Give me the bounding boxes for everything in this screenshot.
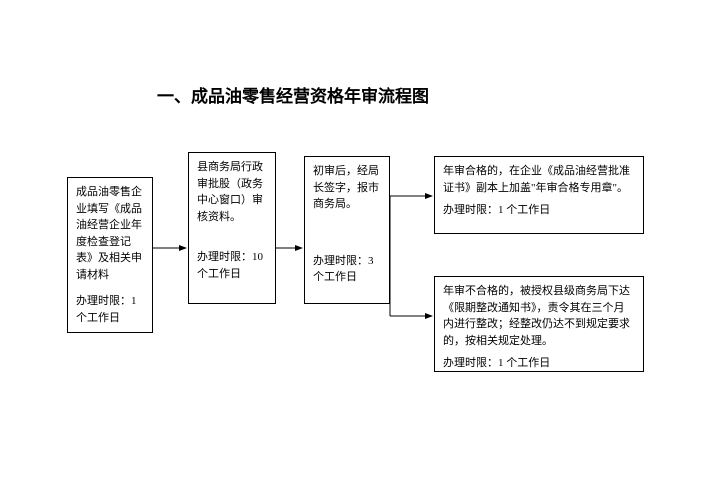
flow-box-4-pass: 年审合格的，在企业《成品油经营批准证书》副本上加盖"年审合格专用章"。 办理时限… — [434, 156, 644, 234]
flow-box-2: 县商务局行政审批股（政务中心窗口）审核资料。 办理时限：10 个工作日 — [188, 152, 276, 304]
flow-box-2-deadline: 办理时限：10 个工作日 — [197, 249, 267, 282]
flow-box-4-content: 年审合格的，在企业《成品油经营批准证书》副本上加盖"年审合格专用章"。 — [443, 163, 635, 196]
flow-box-5-fail: 年审不合格的，被授权县级商务局下达《限期整改通知书》，责令其在三个月内进行整改；… — [434, 276, 644, 372]
flow-box-2-content: 县商务局行政审批股（政务中心窗口）审核资料。 — [197, 159, 267, 225]
flow-box-1: 成品油零售企业填写《成品油经营企业年度检查登记表》及相关申请材料 办理时限：1 … — [67, 177, 153, 333]
flow-box-3: 初审后，经局长签字，报市商务局。 办理时限：3 个工作日 — [304, 156, 390, 304]
page-title: 一、成品油零售经营资格年审流程图 — [157, 82, 429, 107]
flow-box-4-deadline: 办理时限：1 个工作日 — [443, 202, 635, 219]
flow-box-5-deadline: 办理时限：1 个工作日 — [443, 355, 635, 372]
flow-box-3-content: 初审后，经局长签字，报市商务局。 — [313, 163, 381, 213]
flow-box-1-content: 成品油零售企业填写《成品油经营企业年度检查登记表》及相关申请材料 — [76, 184, 144, 283]
flow-box-1-deadline: 办理时限：1 个工作日 — [76, 293, 144, 326]
flow-box-3-deadline: 办理时限：3 个工作日 — [313, 253, 381, 286]
flow-box-5-content: 年审不合格的，被授权县级商务局下达《限期整改通知书》，责令其在三个月内进行整改；… — [443, 283, 635, 349]
